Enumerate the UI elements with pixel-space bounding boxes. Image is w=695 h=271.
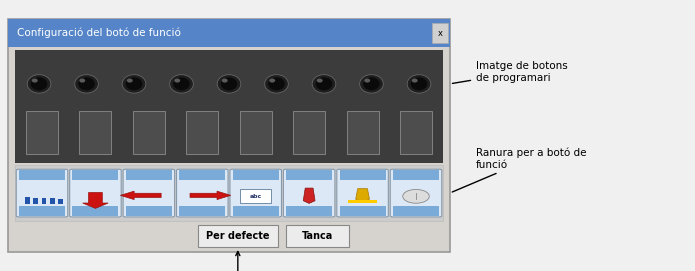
Ellipse shape [407, 75, 431, 93]
FancyBboxPatch shape [286, 206, 332, 216]
FancyBboxPatch shape [340, 206, 386, 216]
Ellipse shape [411, 79, 418, 83]
Ellipse shape [217, 75, 240, 93]
FancyBboxPatch shape [70, 169, 121, 217]
FancyBboxPatch shape [126, 170, 172, 180]
Text: Botó per defecte: Botó per defecte [194, 251, 281, 271]
FancyBboxPatch shape [72, 206, 118, 216]
FancyBboxPatch shape [393, 206, 439, 216]
FancyArrow shape [83, 192, 108, 208]
FancyBboxPatch shape [25, 197, 30, 204]
Ellipse shape [79, 79, 85, 83]
FancyBboxPatch shape [233, 170, 279, 180]
FancyBboxPatch shape [286, 170, 332, 180]
FancyBboxPatch shape [126, 206, 172, 216]
Ellipse shape [316, 78, 332, 90]
Ellipse shape [402, 189, 430, 203]
FancyBboxPatch shape [198, 225, 278, 247]
Ellipse shape [359, 75, 384, 93]
FancyBboxPatch shape [284, 169, 335, 217]
Text: Ranura per a botó de
funció: Ranura per a botó de funció [452, 147, 587, 192]
FancyBboxPatch shape [26, 111, 58, 154]
FancyBboxPatch shape [293, 111, 325, 154]
Ellipse shape [312, 75, 336, 93]
Ellipse shape [126, 79, 133, 83]
Ellipse shape [222, 79, 228, 83]
FancyBboxPatch shape [393, 170, 439, 180]
FancyBboxPatch shape [337, 169, 389, 217]
FancyBboxPatch shape [79, 111, 111, 154]
FancyBboxPatch shape [400, 111, 432, 154]
FancyBboxPatch shape [240, 189, 272, 203]
FancyBboxPatch shape [233, 206, 279, 216]
Ellipse shape [32, 79, 38, 83]
FancyBboxPatch shape [230, 169, 281, 217]
FancyBboxPatch shape [391, 169, 442, 217]
Text: Tanca: Tanca [302, 231, 333, 241]
Ellipse shape [126, 78, 142, 90]
FancyArrow shape [190, 191, 231, 199]
Ellipse shape [221, 78, 237, 90]
Text: Configuració del botó de funció: Configuració del botó de funció [17, 28, 181, 38]
Ellipse shape [174, 79, 180, 83]
Ellipse shape [170, 75, 193, 93]
Ellipse shape [317, 79, 322, 83]
FancyBboxPatch shape [50, 198, 55, 204]
FancyBboxPatch shape [15, 165, 443, 221]
Text: abc: abc [250, 194, 262, 199]
Ellipse shape [75, 75, 99, 93]
Ellipse shape [122, 75, 146, 93]
Ellipse shape [269, 79, 275, 83]
Ellipse shape [31, 78, 47, 90]
FancyBboxPatch shape [179, 206, 225, 216]
FancyBboxPatch shape [33, 198, 38, 204]
Ellipse shape [27, 75, 51, 93]
FancyBboxPatch shape [240, 111, 272, 154]
Ellipse shape [265, 75, 288, 93]
Text: Imatge de botons
de programari: Imatge de botons de programari [452, 61, 568, 83]
Text: Per defecte: Per defecte [206, 231, 270, 241]
Ellipse shape [411, 78, 427, 90]
FancyBboxPatch shape [177, 169, 228, 217]
FancyBboxPatch shape [347, 111, 379, 154]
FancyBboxPatch shape [179, 170, 225, 180]
Ellipse shape [79, 78, 95, 90]
Ellipse shape [173, 78, 190, 90]
FancyBboxPatch shape [42, 198, 47, 204]
FancyBboxPatch shape [186, 111, 218, 154]
FancyBboxPatch shape [123, 169, 174, 217]
FancyBboxPatch shape [340, 170, 386, 180]
Ellipse shape [364, 79, 370, 83]
FancyBboxPatch shape [8, 19, 450, 47]
FancyArrow shape [120, 191, 161, 199]
FancyBboxPatch shape [19, 206, 65, 216]
Polygon shape [356, 189, 370, 203]
Text: x: x [437, 29, 443, 38]
FancyBboxPatch shape [15, 50, 443, 163]
FancyBboxPatch shape [19, 170, 65, 180]
FancyBboxPatch shape [348, 200, 377, 204]
FancyBboxPatch shape [286, 225, 349, 247]
FancyBboxPatch shape [133, 111, 165, 154]
FancyBboxPatch shape [432, 23, 448, 43]
FancyBboxPatch shape [8, 19, 450, 252]
Ellipse shape [268, 78, 285, 90]
FancyBboxPatch shape [58, 199, 63, 204]
Ellipse shape [363, 78, 379, 90]
FancyBboxPatch shape [72, 170, 118, 180]
Polygon shape [303, 188, 315, 204]
FancyBboxPatch shape [16, 169, 67, 217]
